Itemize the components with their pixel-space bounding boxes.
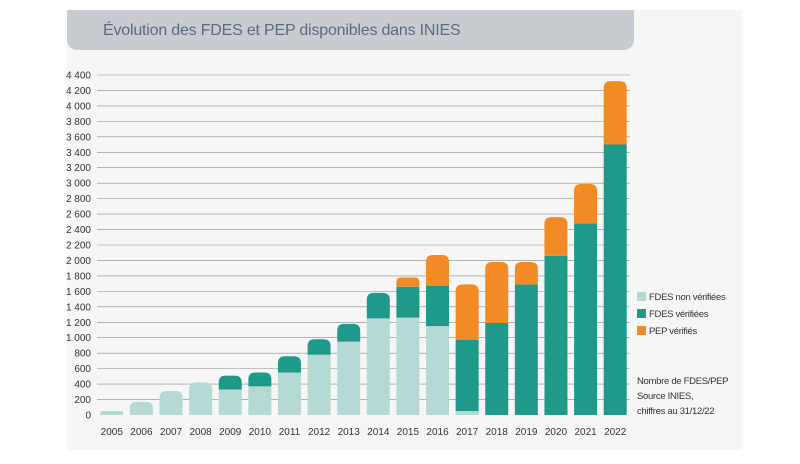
bar-segment — [396, 286, 420, 318]
bar-segment — [544, 255, 568, 415]
legend-item-fdes-non-verifiees: FDES non vérifiées — [637, 292, 726, 303]
bar-segment — [455, 284, 479, 341]
legend-label: PEP vérifiés — [649, 326, 697, 337]
bar-segment — [100, 411, 124, 415]
legend-item-pep-verifies: PEP vérifiés — [637, 326, 697, 337]
chart-title: Évolution des FDES et PEP disponibles da… — [103, 22, 461, 39]
y-tick-label: 2 400 — [66, 225, 91, 236]
note-source: Source INIES, — [637, 391, 694, 402]
bar-segment — [485, 323, 509, 415]
x-tick-label: 2007 — [160, 427, 183, 438]
y-tick-label: 3 000 — [66, 179, 91, 190]
x-tick-label: 2008 — [190, 427, 213, 438]
y-tick-label: 600 — [74, 364, 91, 375]
note-date: chiffres au 31/12/22 — [637, 406, 715, 417]
x-tick-label: 2022 — [604, 427, 627, 438]
bar-segment — [514, 262, 538, 285]
bar-segment — [544, 217, 568, 256]
bar-segment — [248, 386, 272, 415]
bar-segment — [426, 255, 450, 286]
y-tick-label: 4 000 — [66, 101, 91, 112]
legend-swatch — [637, 292, 646, 301]
x-tick-label: 2018 — [486, 427, 509, 438]
legend-item-fdes-verifiees: FDES vérifiées — [637, 309, 708, 320]
x-tick-label: 2011 — [279, 427, 301, 438]
x-tick-label: 2016 — [426, 427, 449, 438]
y-tick-label: 0 — [85, 411, 91, 422]
x-tick-label: 2021 — [574, 427, 597, 438]
y-tick-label: 400 — [74, 380, 91, 391]
bar-segment — [129, 401, 153, 415]
bar-segment — [218, 375, 242, 390]
y-tick-label: 3 600 — [66, 132, 91, 143]
title-band — [67, 10, 634, 50]
y-tick-label: 1 200 — [66, 318, 91, 329]
legend-swatch — [637, 326, 646, 335]
y-tick-label: 2 600 — [66, 210, 91, 221]
y-tick-label: 1 800 — [66, 271, 91, 282]
bar-segment — [603, 81, 627, 145]
note-count: Nombre de FDES/PEP — [637, 376, 729, 387]
x-tick-label: 2013 — [338, 427, 361, 438]
legend-label: FDES non vérifiées — [649, 292, 726, 303]
y-tick-label: 4 200 — [66, 86, 91, 97]
bar-segment — [248, 372, 272, 387]
y-tick-label: 2 000 — [66, 256, 91, 267]
bar-segment — [574, 183, 598, 224]
bar-segment — [159, 391, 183, 415]
x-tick-label: 2019 — [515, 427, 538, 438]
legend-label: FDES vérifiées — [649, 309, 709, 320]
y-tick-label: 3 800 — [66, 117, 91, 128]
bar-segment — [426, 326, 450, 415]
bar-segment — [455, 411, 479, 415]
x-tick-label: 2012 — [308, 427, 331, 438]
legend-swatch — [637, 309, 646, 318]
bar-segment — [307, 339, 331, 355]
y-tick-label: 3 200 — [66, 163, 91, 174]
bar-segment — [189, 382, 213, 415]
y-tick-label: 1 600 — [66, 287, 91, 298]
bar-segment — [396, 317, 420, 415]
bar-segment — [603, 144, 627, 415]
bar-segment — [277, 356, 301, 373]
bar-segment — [307, 354, 331, 415]
bar-segment — [366, 292, 390, 319]
x-tick-label: 2006 — [130, 427, 153, 438]
bar-segment — [396, 277, 420, 287]
y-tick-label: 1 000 — [66, 333, 91, 344]
x-tick-label: 2009 — [219, 427, 242, 438]
y-tick-label: 1 400 — [66, 302, 91, 313]
bar-segment — [514, 284, 538, 415]
x-tick-label: 2005 — [101, 427, 124, 438]
y-tick-label: 2 200 — [66, 241, 91, 252]
bar-segment — [455, 340, 479, 412]
bar-segment — [366, 318, 390, 415]
bar-segment — [337, 323, 361, 342]
x-tick-label: 2017 — [456, 427, 479, 438]
y-tick-label: 800 — [74, 349, 91, 360]
bar-segment — [485, 262, 509, 324]
y-tick-label: 2 800 — [66, 194, 91, 205]
y-tick-label: 4 400 — [66, 71, 91, 82]
x-tick-label: 2014 — [367, 427, 390, 438]
x-tick-label: 2020 — [545, 427, 568, 438]
bar-segment — [426, 285, 450, 327]
y-tick-label: 200 — [74, 395, 91, 406]
x-tick-label: 2010 — [249, 427, 272, 438]
bar-segment — [277, 372, 301, 415]
bar-segment — [218, 389, 242, 415]
bar-segment — [574, 223, 598, 415]
x-tick-label: 2015 — [397, 427, 420, 438]
y-tick-label: 3 400 — [66, 148, 91, 159]
bar-segment — [337, 341, 361, 415]
